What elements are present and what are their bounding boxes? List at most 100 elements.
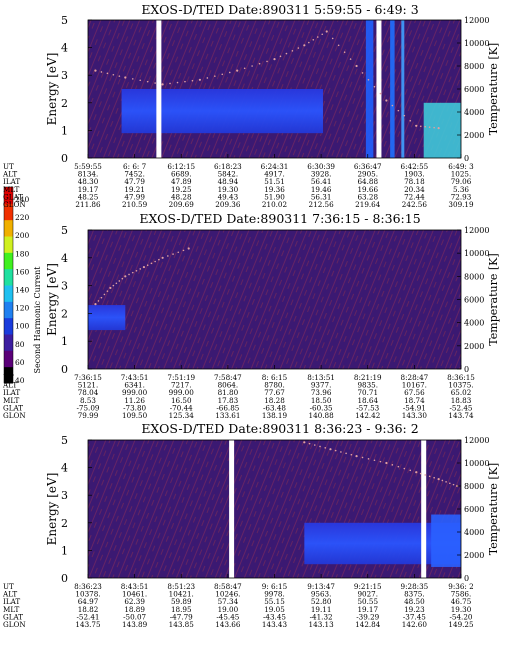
orbit-row-label: GLON	[3, 411, 26, 420]
orbit-row-label: GLAT	[3, 192, 23, 201]
orbit-cell: 2905.	[357, 170, 378, 179]
data-gap	[421, 440, 427, 578]
orbit-cell: 5.36	[453, 185, 469, 194]
temperature-point	[415, 471, 418, 474]
colorbar-swatch	[4, 187, 13, 204]
orbit-cell: 18.83	[451, 396, 472, 405]
orbit-cell: 18.28	[264, 396, 285, 405]
orbit-cell: 18.64	[357, 396, 378, 405]
orbit-cell: 51.90	[264, 192, 285, 201]
orbit-cell: 67.56	[404, 388, 425, 397]
temperature-trace-dot	[403, 467, 406, 470]
orbit-cell: 70.71	[357, 388, 378, 397]
orbit-cell: 309.19	[448, 200, 474, 209]
orbit-cell: -70.44	[170, 403, 193, 412]
orbit-cell: 5121.	[78, 381, 99, 390]
orbit-cell: 79.06	[451, 177, 472, 186]
energy-tick-label: 2	[61, 307, 68, 320]
colorbar-tick-label: 220	[15, 213, 30, 222]
orbit-cell: 143.89	[122, 620, 148, 629]
temperature-trace-dot	[313, 444, 316, 446]
energy-tick-label: 2	[61, 517, 68, 530]
orbit-cell: 20.34	[404, 185, 425, 194]
orbit-cell: 9: 6:15	[262, 582, 288, 591]
orbit-cell: 19.11	[311, 605, 332, 614]
energy-tick-label: 4	[61, 252, 68, 265]
panels: EXOS-D/TED Date:890311 5:59:55 - 6:49: 3…	[2, 2, 500, 629]
temperature-trace-dot	[158, 258, 160, 261]
temperature-trace-dot	[139, 268, 142, 270]
orbit-cell: 18.74	[404, 396, 425, 405]
temperature-point	[94, 303, 97, 306]
spectrogram-panel: EXOS-D/TED Date:890311 7:36:15 - 8:36:15…	[2, 211, 500, 420]
orbit-cell: 46.75	[451, 597, 472, 606]
temperature-trace-dot	[428, 475, 431, 478]
colorbar-swatch	[4, 334, 13, 351]
colorbar-swatch	[4, 236, 13, 253]
orbit-cell: 8:36:23	[74, 582, 102, 591]
temperature-trace-dot	[324, 447, 327, 449]
colorbar-frame	[3, 186, 14, 384]
temperature-trace-dot	[221, 73, 224, 76]
temperature-trace-dot	[100, 296, 103, 299]
orbit-cell: 50.55	[357, 597, 378, 606]
temperature-point	[385, 99, 388, 102]
data-gap	[229, 440, 235, 578]
orbit-cell: 6:36:47	[354, 162, 382, 171]
energy-tick-label: 5	[61, 224, 68, 237]
orbit-cell: 19.25	[171, 185, 192, 194]
orbit-cell: 9978.	[264, 590, 285, 599]
temperature-point	[437, 127, 440, 130]
energy-patch	[431, 514, 461, 567]
orbit-cell: 63.28	[357, 192, 378, 201]
orbit-cell: 10246.	[215, 590, 240, 599]
temperature-trace-dot	[243, 67, 246, 70]
orbit-cell: 8:43:51	[121, 582, 149, 591]
temperature-trace-dot	[279, 55, 282, 58]
orbit-cell: 19.30	[451, 605, 472, 614]
orbit-cell: 18.50	[311, 396, 332, 405]
orbit-cell: 9027.	[357, 590, 378, 599]
orbit-cell: 3928.	[311, 170, 332, 179]
orbit-cell: 65.02	[451, 388, 472, 397]
orbit-cell: 7:43:51	[121, 373, 149, 382]
orbit-cell: 10421.	[169, 590, 194, 599]
orbit-cell: 4917.	[264, 170, 285, 179]
orbit-cell: 143.43	[262, 620, 288, 629]
temperature-trace-dot	[419, 472, 422, 475]
orbit-cell: 8134.	[78, 170, 99, 179]
temperature-trace-dot	[285, 52, 288, 55]
colorbar-tick-label: 100	[15, 322, 30, 331]
orbit-cell: 133.61	[215, 411, 240, 420]
colorbar-tick-label: 140	[15, 286, 30, 295]
temperature-tick-label: 4000	[464, 528, 484, 537]
data-gap	[376, 20, 382, 158]
orbit-cell: 7452.	[124, 170, 145, 179]
orbit-cell: 142.60	[402, 620, 428, 629]
orbit-cell: 19.05	[264, 605, 285, 614]
temperature-trace-dot	[441, 479, 444, 482]
orbit-cell: 8.53	[80, 396, 96, 405]
colorbar-swatch	[4, 285, 13, 302]
colorbar-swatch	[4, 301, 13, 319]
orbit-table: UT 5:59:55 6: 6: 7 6:12:15 6:18:23 6:24:31 6:3…	[2, 162, 474, 209]
colorbar-tick-label: 240	[15, 195, 30, 204]
energy-tick-label: 0	[61, 152, 68, 165]
panel-title: EXOS-D/TED Date:890311 5:59:55 - 6:49: 3	[141, 2, 418, 17]
orbit-cell: 125.34	[169, 411, 195, 420]
colorbar-ticks: 40 60 80 100 120 140 160 180 200 220 240	[15, 195, 30, 385]
temperature-point	[124, 275, 127, 278]
orbit-cell: 9:28:35	[401, 582, 429, 591]
orbit-row-label: GLON	[3, 200, 26, 209]
temperature-trace-dot	[409, 469, 412, 472]
temperature-trace-dot	[379, 92, 382, 95]
temperature-axis-label: Temperature [K]	[487, 253, 500, 345]
colorbar-tick-label: 40	[15, 376, 25, 385]
temperature-point	[385, 461, 388, 465]
temperature-trace-dot	[169, 82, 171, 85]
colorbar-label: Second Harmonic Current	[33, 266, 42, 374]
temperature-tick-label: 12000	[464, 436, 489, 445]
orbit-cell: 77.67	[264, 388, 285, 397]
orbit-cell: 19.36	[264, 185, 285, 194]
temperature-trace-dot	[367, 458, 370, 460]
